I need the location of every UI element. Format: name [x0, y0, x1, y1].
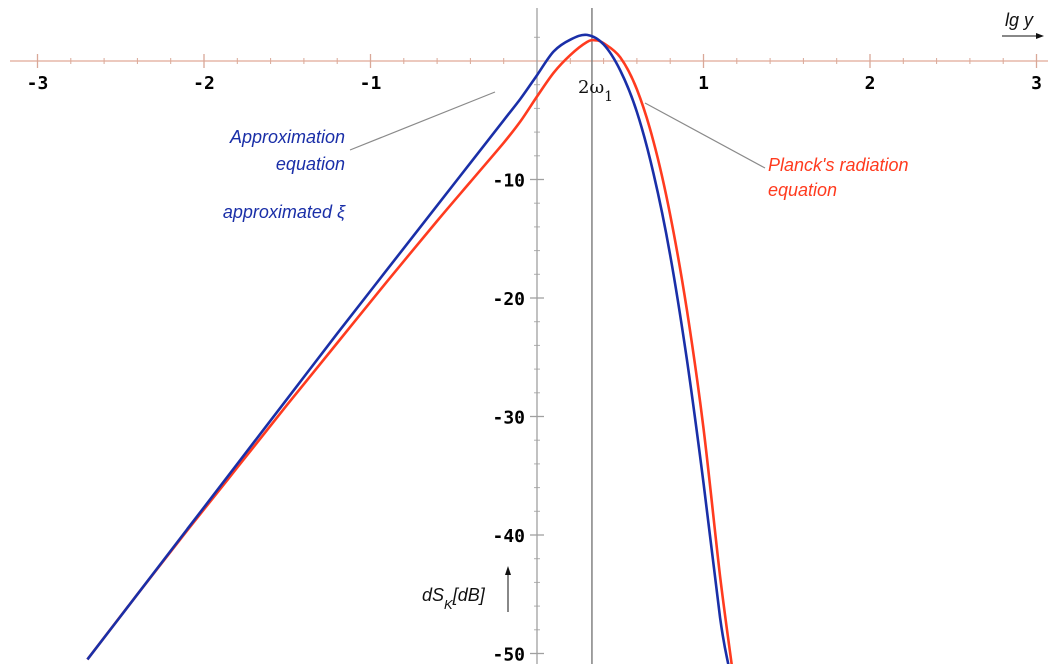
y-axis-arrowhead: [505, 566, 511, 575]
series-group: [86, 33, 733, 664]
annotation-planck: Planck's radiation: [768, 155, 909, 175]
x-tick-label: -3: [27, 73, 49, 94]
annotation-equation-blue: equation: [276, 154, 345, 174]
y-tick-label: -40: [492, 526, 525, 547]
y-tick-label: -30: [492, 408, 525, 429]
vline-label: 2ω1: [578, 77, 613, 105]
y-tick-label: -10: [492, 171, 525, 192]
y-axis-title: dSK[dB]: [422, 585, 486, 612]
x-tick-label: 3: [1031, 73, 1042, 94]
series-line-blue: [86, 33, 730, 664]
leader-line-blue: [349, 91, 496, 151]
annotation-approximated-xi: approximated ξ: [223, 202, 346, 222]
x-axis-title: lg y: [1005, 10, 1034, 30]
leader-line-red: [644, 102, 766, 169]
x-tick-label: 1: [698, 73, 709, 94]
axes: [10, 8, 1048, 664]
series-line-red: [86, 38, 733, 664]
tick-labels: -3 -2 -1 1 2 3 -10 -20 -30 -40 -50: [27, 73, 1042, 664]
major-ticks: [36, 54, 1038, 655]
x-tick-label: -2: [193, 73, 215, 94]
annotation-equation-red: equation: [768, 180, 837, 200]
x-tick-label: -1: [360, 73, 382, 94]
x-tick-label: 2: [865, 73, 876, 94]
y-tick-label: -50: [492, 645, 525, 664]
y-tick-label: -20: [492, 289, 525, 310]
annotation-approximation: Approximation: [229, 127, 345, 147]
x-axis-arrowhead: [1036, 33, 1044, 39]
